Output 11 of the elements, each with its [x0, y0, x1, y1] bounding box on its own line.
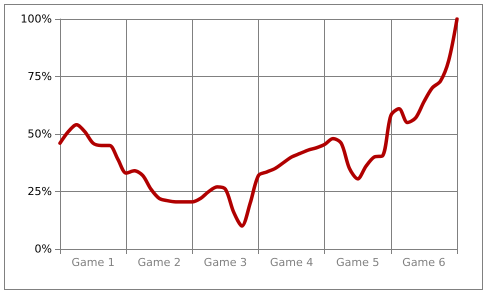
y-tick-label: 50%: [28, 128, 52, 140]
x-tick-label: Game 5: [336, 256, 380, 269]
x-tick-label: Game 1: [71, 256, 115, 269]
x-tick-label: Game 6: [402, 256, 446, 269]
x-tick-label: Game 3: [204, 256, 248, 269]
x-tick-label: Game 2: [138, 256, 181, 269]
y-tick-label: 75%: [28, 70, 52, 83]
x-tick-label: Game 4: [270, 256, 314, 269]
y-tick-label: 0%: [34, 242, 52, 256]
y-tick-label: 100%: [20, 12, 52, 26]
y-tick-label: 25%: [28, 185, 52, 198]
